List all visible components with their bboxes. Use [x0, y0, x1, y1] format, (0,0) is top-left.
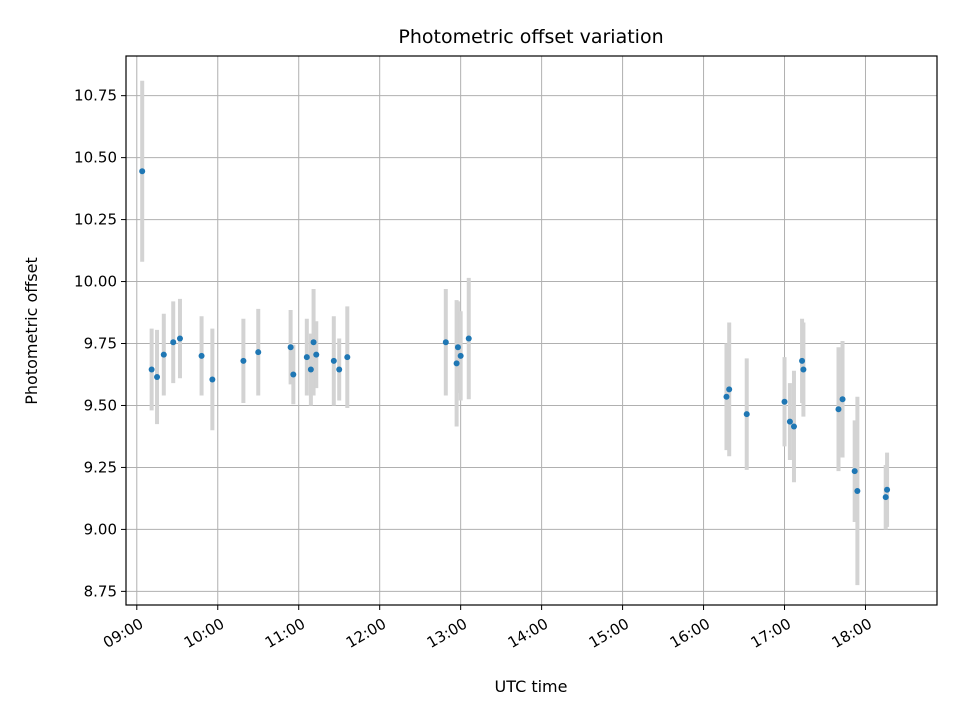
data-point	[139, 168, 146, 175]
data-point	[465, 335, 472, 342]
data-point	[743, 411, 750, 418]
plot-frame	[125, 55, 938, 606]
x-tick-label: 14:00	[505, 615, 551, 652]
y-tick-label: 9.25	[84, 458, 117, 476]
x-tick-label: 11:00	[262, 615, 308, 652]
data-point	[839, 396, 846, 403]
y-tick-label: 10.75	[74, 87, 117, 105]
grid	[126, 56, 937, 605]
data-point	[454, 344, 461, 351]
data-point	[336, 366, 343, 373]
data-point	[330, 357, 337, 364]
data-point	[442, 339, 449, 346]
data-point	[726, 386, 733, 393]
x-tick-label: 17:00	[748, 615, 794, 652]
data-point	[310, 339, 317, 346]
y-tick-label: 10.00	[74, 273, 117, 291]
data-point	[313, 351, 320, 358]
data-point	[160, 351, 167, 358]
x-axis: 09:00 10:00 11:00 12:00 13:00 14:00 15:00 16:00…	[100, 605, 875, 652]
x-tick-label: 16:00	[667, 615, 713, 652]
data-point	[854, 487, 861, 494]
y-axis-title: Photometric offset	[22, 257, 41, 405]
data-point	[799, 357, 806, 364]
x-tick-label: 13:00	[424, 615, 470, 652]
y-tick-label: 9.50	[84, 396, 117, 414]
chart-title: Photometric offset variation	[398, 26, 663, 48]
data-point	[170, 339, 177, 346]
data-point	[287, 344, 294, 351]
y-tick-label: 8.75	[84, 582, 117, 600]
data-point	[198, 352, 205, 359]
data-point	[154, 373, 161, 380]
data-point	[781, 398, 788, 405]
x-axis-title: UTC time	[495, 677, 568, 696]
x-tick-label: 09:00	[100, 615, 146, 652]
y-tick-label: 10.50	[74, 149, 117, 167]
data-point	[882, 494, 889, 501]
data-point	[835, 406, 842, 413]
data-point	[457, 352, 464, 359]
data-point	[851, 468, 858, 475]
y-tick-label: 10.25	[74, 211, 117, 229]
data-point	[303, 354, 310, 361]
data-point	[800, 366, 807, 373]
data-point	[786, 418, 793, 425]
x-tick-label: 12:00	[343, 615, 389, 652]
data-point	[884, 486, 891, 493]
data-point	[344, 354, 351, 361]
error-bars	[140, 80, 890, 586]
data-point	[723, 393, 730, 400]
data-point	[790, 423, 797, 430]
data-point	[290, 371, 297, 378]
y-axis: 8.75 9.00 9.25 9.50 9.75 10.00 10.25 10.50 10.75	[74, 87, 126, 600]
data-points	[139, 168, 891, 501]
x-tick-label: 10:00	[181, 615, 227, 652]
data-point	[307, 366, 314, 373]
data-point	[453, 360, 460, 367]
y-tick-label: 9.75	[84, 335, 117, 353]
y-tick-label: 9.00	[84, 520, 117, 538]
data-point	[255, 349, 262, 356]
x-tick-label: 18:00	[829, 615, 875, 652]
data-point	[148, 366, 155, 373]
data-point	[176, 335, 183, 342]
x-tick-label: 15:00	[586, 615, 632, 652]
data-point	[209, 376, 216, 383]
data-point	[240, 357, 247, 364]
